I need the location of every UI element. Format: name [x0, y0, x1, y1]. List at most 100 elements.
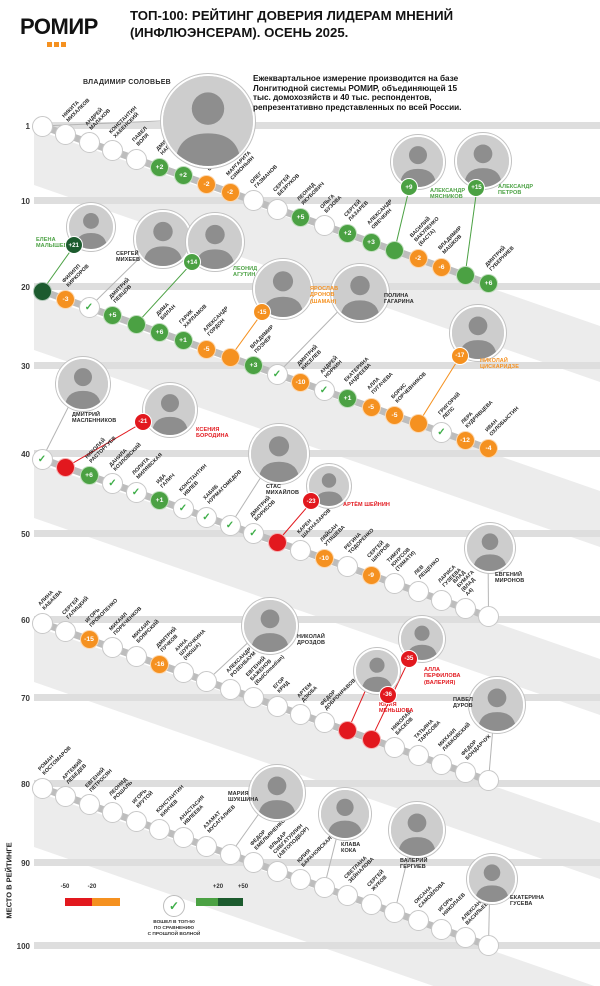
person-silhouette-icon — [391, 804, 443, 856]
change-badge: +21 — [64, 236, 83, 255]
rank-dot — [454, 926, 476, 948]
person-silhouette-icon — [393, 137, 443, 187]
person-photo-label: ДМИТРИЙ МАСЛЕННИКОВ — [72, 412, 117, 425]
page-title: ТОП-100: РЕЙТИНГ ДОВЕРИЯ ЛИДЕРАМ МНЕНИЙ … — [130, 8, 454, 40]
legend-bar-green — [196, 898, 218, 906]
rank-dot — [407, 910, 429, 932]
person-photo — [465, 523, 515, 573]
person-photo-label: ЕВГЕНИЙ МИРОНОВ — [495, 572, 525, 585]
rank-dot — [313, 215, 335, 237]
rank-dot: +2 — [173, 166, 193, 186]
rank-dot — [266, 695, 288, 717]
rank-dot: ✓ — [266, 363, 288, 385]
rank-dot — [408, 414, 428, 434]
rank-dot: -15 — [79, 630, 99, 650]
rank-dot: ✓ — [78, 297, 100, 319]
rank-dot: ✓ — [243, 523, 264, 545]
person-photo-label: АРТЁМ ШЕЙНИН — [343, 502, 390, 508]
rank-dot — [384, 573, 405, 594]
rank-dot — [478, 770, 499, 792]
rank-dot: +6 — [150, 323, 169, 342]
person-silhouette-icon — [471, 679, 523, 731]
rank-dot: ✓ — [219, 514, 241, 536]
y-axis-tick-label: 60 — [21, 616, 30, 625]
person-photo-label: АЛЕКСАНДР МЯСНИКОВ — [430, 188, 466, 201]
person-photo-label: ЮЛИЯ МЕНЬШОВА — [379, 702, 414, 715]
rank-dot: ✓ — [196, 506, 217, 528]
rank-dot: -9 — [361, 565, 381, 585]
rank-dot — [243, 687, 264, 709]
rank-dot — [407, 745, 429, 767]
legend-bar-dark-green — [218, 898, 243, 906]
change-badge: -15 — [253, 303, 272, 321]
rank-dot — [32, 281, 52, 301]
person-photo-label: ВЛАДИМИР СОЛОВЬЕВ — [83, 79, 172, 86]
romir-logo: РОМИР — [20, 14, 98, 47]
rank-dot — [219, 843, 241, 865]
rank-dot — [360, 893, 382, 915]
rank-dot — [172, 662, 194, 684]
rank-dot — [290, 539, 311, 561]
romir-logo-dots-icon — [47, 42, 98, 47]
rank-dot — [196, 835, 217, 857]
rank-dot — [478, 606, 499, 628]
rank-dot — [454, 597, 476, 619]
person-silhouette-icon — [309, 466, 349, 506]
person-photo — [467, 854, 517, 904]
legend-neg-min-label: -50 — [60, 884, 70, 890]
rank-dot: -4 — [479, 439, 498, 459]
person-photo-label: ПАВЕЛ ДУРОВ — [453, 697, 473, 710]
rank-dot — [125, 148, 147, 170]
rank-dot: +3 — [361, 232, 381, 252]
methodology-note: Ежеквартальное измерение производится на… — [253, 74, 462, 113]
rank-dot: +2 — [338, 224, 357, 244]
rank-dot: +5 — [291, 207, 310, 227]
rank-dot — [102, 637, 123, 659]
rank-dot: -10 — [314, 549, 334, 569]
rank-dot: +6 — [79, 466, 99, 486]
person-silhouette-icon — [333, 266, 387, 320]
person-photo — [67, 203, 115, 251]
rank-dot — [102, 802, 123, 824]
rank-dot: -2 — [197, 174, 216, 194]
rank-dot — [55, 123, 76, 145]
y-axis-tick-label: 1 — [25, 122, 30, 131]
person-photo-label: КСЕНИЯ БОРОДИНА — [196, 427, 229, 440]
person-photo-label: ЛЕОНИД АГУТИН — [233, 266, 258, 279]
rank-dot — [431, 918, 452, 940]
rank-dot — [243, 190, 264, 212]
rank-dot: ✓ — [431, 421, 452, 443]
rank-dot: +2 — [150, 158, 169, 177]
rank-dot — [31, 777, 53, 799]
rank-dot — [55, 620, 76, 642]
person-photo-label: АЛЛА ПЕРФИЛОВА (ВАЛЕРИЯ) — [424, 667, 461, 686]
y-axis-tick-label: 80 — [21, 780, 30, 789]
person-silhouette-icon — [321, 790, 369, 838]
person-silhouette-icon — [145, 385, 195, 435]
y-axis-tick-label: 10 — [21, 197, 30, 206]
y-axis-tick-label: 90 — [21, 859, 30, 868]
rank-dot: +3 — [244, 356, 263, 376]
rank-dot: -3 — [56, 289, 75, 309]
person-photo-label: ВАЛЕРИЙ ГЕРГИЕВ — [400, 858, 428, 871]
y-axis-tick-label: 40 — [21, 450, 30, 459]
romir-logo-text: РОМИР — [20, 14, 98, 39]
rank-dot — [172, 827, 194, 849]
person-photo-label: ПОЛИНА ГАГАРИНА — [384, 293, 414, 306]
rank-dot: ✓ — [172, 498, 194, 520]
rank-dot — [407, 581, 429, 603]
rank-dot: -5 — [385, 406, 404, 425]
rank-dot — [196, 670, 217, 692]
rank-dot — [243, 852, 264, 874]
person-silhouette-icon — [457, 135, 509, 187]
rank-dot: +6 — [479, 274, 498, 294]
rank-dot — [431, 589, 452, 611]
rank-dot — [102, 140, 123, 162]
rank-dot — [384, 902, 405, 923]
rank-dot — [431, 753, 452, 775]
rank-dot — [385, 241, 404, 260]
person-silhouette-icon — [469, 856, 515, 902]
rank-dot — [31, 115, 53, 137]
rank-dot — [313, 712, 335, 734]
